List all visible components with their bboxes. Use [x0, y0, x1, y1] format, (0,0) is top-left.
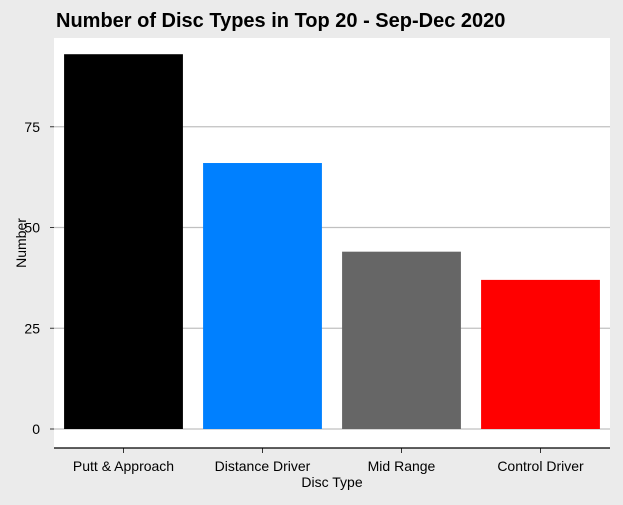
x-tick-label: Putt & Approach — [73, 458, 174, 474]
x-tick-label: Control Driver — [497, 458, 584, 474]
tick-labels: 0 25 50 75 Putt & Approach Distance Driver Mid… — [24, 119, 584, 474]
chart-title: Number of Disc Types in Top 20 - Sep-Dec… — [56, 10, 505, 32]
bars — [64, 54, 600, 430]
x-axis-title: Disc Type — [301, 474, 362, 490]
bar — [481, 279, 600, 429]
bar — [203, 163, 322, 429]
x-tick-label: Distance Driver — [215, 458, 311, 474]
y-tick-label: 25 — [24, 320, 40, 336]
bar — [342, 251, 461, 429]
y-axis-title: Number — [13, 218, 29, 268]
axes — [50, 126, 610, 453]
y-tick-label: 0 — [32, 421, 40, 437]
y-tick-label: 75 — [24, 119, 40, 135]
x-tick-label: Mid Range — [368, 458, 436, 474]
y-tick-label: 50 — [24, 220, 40, 236]
bar — [64, 54, 183, 430]
